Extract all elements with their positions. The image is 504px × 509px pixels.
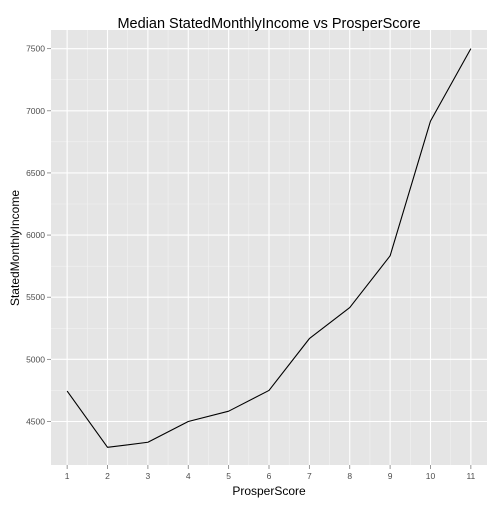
x-tick-label: 9 <box>388 471 393 481</box>
x-tick-label: 10 <box>426 471 436 481</box>
series-line <box>66 48 472 448</box>
x-axis-title: ProsperScore <box>232 484 306 498</box>
y-tick-label: 4500 <box>26 417 45 427</box>
y-tick-label: 6500 <box>26 168 45 178</box>
y-tick-label: 6000 <box>26 230 45 240</box>
y-axis-title: StatedMonthlyIncome <box>8 190 22 306</box>
x-axis: 1 2 3 4 5 6 7 8 9 10 11 <box>65 465 476 481</box>
y-tick-label: 7500 <box>26 44 45 54</box>
x-tick-label: 2 <box>105 471 110 481</box>
x-tick-label: 8 <box>347 471 352 481</box>
y-tick-label: 5000 <box>26 354 45 364</box>
x-tick-label: 5 <box>226 471 231 481</box>
x-tick-label: 3 <box>146 471 151 481</box>
y-tick-label: 7000 <box>26 106 45 116</box>
y-axis: 4500 5000 5500 6000 6500 7000 7500 <box>26 44 51 427</box>
x-tick-label: 6 <box>267 471 272 481</box>
x-tick-label: 4 <box>186 471 191 481</box>
x-tick-label: 11 <box>466 471 475 481</box>
chart-title: Median StatedMonthlyIncome vs ProsperSco… <box>117 16 420 32</box>
x-tick-label: 7 <box>307 471 312 481</box>
x-tick-label: 1 <box>65 471 70 481</box>
series-layer <box>66 48 472 448</box>
major-gridlines <box>51 30 487 465</box>
y-tick-label: 5500 <box>26 292 45 302</box>
